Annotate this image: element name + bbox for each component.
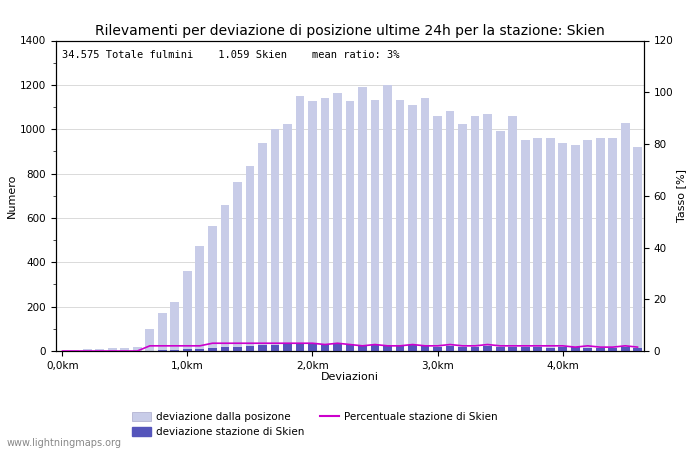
Bar xyxy=(596,348,605,351)
Bar xyxy=(333,344,342,351)
Bar xyxy=(195,349,204,351)
Bar xyxy=(570,347,580,351)
Bar xyxy=(83,349,92,351)
Bar xyxy=(220,205,230,351)
Bar xyxy=(446,346,454,351)
Bar xyxy=(283,124,292,351)
Bar xyxy=(508,346,517,351)
Bar xyxy=(183,349,192,351)
Bar xyxy=(258,346,267,351)
Bar xyxy=(308,102,317,351)
Bar xyxy=(308,344,317,351)
Bar xyxy=(120,348,130,351)
Bar xyxy=(108,348,117,351)
Bar xyxy=(358,87,367,351)
Bar xyxy=(596,138,605,351)
Bar xyxy=(521,347,529,351)
Y-axis label: Numero: Numero xyxy=(7,174,18,218)
Bar xyxy=(383,85,392,351)
Bar xyxy=(483,346,492,351)
Bar xyxy=(370,100,379,351)
Bar xyxy=(408,105,417,351)
Bar xyxy=(433,116,442,351)
Bar xyxy=(195,246,204,351)
Bar xyxy=(358,346,367,351)
Bar xyxy=(570,145,580,351)
Bar xyxy=(583,348,592,351)
Bar xyxy=(258,143,267,351)
X-axis label: Deviazioni: Deviazioni xyxy=(321,372,379,382)
Bar xyxy=(521,140,529,351)
Bar xyxy=(295,96,304,351)
Bar xyxy=(95,349,104,351)
Bar xyxy=(283,344,292,351)
Bar xyxy=(470,346,480,351)
Bar xyxy=(395,100,405,351)
Bar xyxy=(621,122,629,351)
Bar xyxy=(496,347,505,351)
Bar xyxy=(470,116,480,351)
Bar xyxy=(458,347,467,351)
Bar xyxy=(421,98,429,351)
Bar xyxy=(346,344,354,351)
Bar xyxy=(246,346,254,351)
Bar xyxy=(158,313,167,351)
Text: 34.575 Totale fulmini    1.059 Skien    mean ratio: 3%: 34.575 Totale fulmini 1.059 Skien mean r… xyxy=(62,50,400,60)
Bar xyxy=(220,347,230,351)
Bar xyxy=(458,124,467,351)
Bar xyxy=(71,350,79,351)
Bar xyxy=(171,350,179,351)
Bar xyxy=(634,147,642,351)
Bar xyxy=(208,348,217,351)
Bar xyxy=(295,344,304,351)
Bar xyxy=(133,347,141,351)
Bar xyxy=(383,346,392,351)
Bar xyxy=(433,346,442,351)
Bar xyxy=(370,345,379,351)
Bar xyxy=(346,102,354,351)
Bar xyxy=(233,346,242,351)
Bar xyxy=(608,138,617,351)
Bar xyxy=(508,116,517,351)
Bar xyxy=(496,131,505,351)
Bar xyxy=(546,348,554,351)
Bar xyxy=(321,98,330,351)
Bar xyxy=(271,129,279,351)
Legend: deviazione dalla posizone, deviazione stazione di Skien, Percentuale stazione di: deviazione dalla posizone, deviazione st… xyxy=(132,412,498,437)
Bar xyxy=(246,166,254,351)
Bar xyxy=(533,347,542,351)
Y-axis label: Tasso [%]: Tasso [%] xyxy=(676,169,686,222)
Bar xyxy=(483,114,492,351)
Bar xyxy=(559,347,567,351)
Bar xyxy=(271,345,279,351)
Bar xyxy=(183,271,192,351)
Bar xyxy=(608,348,617,351)
Bar xyxy=(559,143,567,351)
Title: Rilevamenti per deviazione di posizione ultime 24h per la stazione: Skien: Rilevamenti per deviazione di posizione … xyxy=(95,24,605,38)
Bar xyxy=(546,138,554,351)
Text: www.lightningmaps.org: www.lightningmaps.org xyxy=(7,438,122,448)
Bar xyxy=(333,93,342,351)
Bar xyxy=(421,346,429,351)
Bar xyxy=(321,345,330,351)
Bar xyxy=(408,346,417,351)
Bar xyxy=(446,112,454,351)
Bar xyxy=(533,138,542,351)
Bar xyxy=(634,348,642,351)
Bar xyxy=(395,346,405,351)
Bar xyxy=(621,347,629,351)
Bar xyxy=(208,226,217,351)
Bar xyxy=(146,329,154,351)
Bar xyxy=(171,302,179,351)
Bar xyxy=(583,140,592,351)
Bar xyxy=(233,182,242,351)
